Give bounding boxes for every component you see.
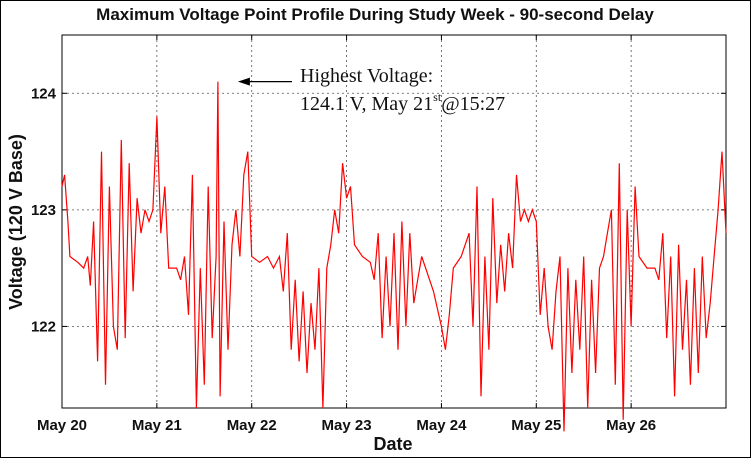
x-tick-label: May 22 xyxy=(227,417,277,434)
x-ticks: May 20 May 21 May 22 May 23 May 24 May 25 May … xyxy=(37,35,656,434)
annotation-line-1: Highest Voltage: xyxy=(300,65,433,87)
x-tick-label: May 24 xyxy=(416,417,467,434)
y-tick-label: 122 xyxy=(31,318,56,335)
x-tick-label: May 21 xyxy=(132,417,182,434)
annotation-arrowhead xyxy=(237,77,250,86)
x-tick-label: May 26 xyxy=(606,417,656,434)
y-tick-label: 124 xyxy=(31,85,57,102)
peak-annotation: Highest Voltage: 124.1 V, May 21st@15:27 xyxy=(237,65,505,115)
y-tick-label: 123 xyxy=(31,202,56,219)
x-axis-label: Date xyxy=(373,434,412,454)
y-ticks: 122 123 124 xyxy=(31,85,726,335)
chart-title: Maximum Voltage Point Profile During Stu… xyxy=(96,5,654,24)
y-axis-label: Voltage (120 V Base) xyxy=(6,134,26,310)
annotation-line-2: 124.1 V, May 21st@15:27 xyxy=(300,90,505,115)
x-tick-label: May 25 xyxy=(511,417,561,434)
x-tick-label: May 20 xyxy=(37,417,87,434)
series-voltage-line xyxy=(61,81,727,432)
x-tick-label: May 23 xyxy=(322,417,372,434)
